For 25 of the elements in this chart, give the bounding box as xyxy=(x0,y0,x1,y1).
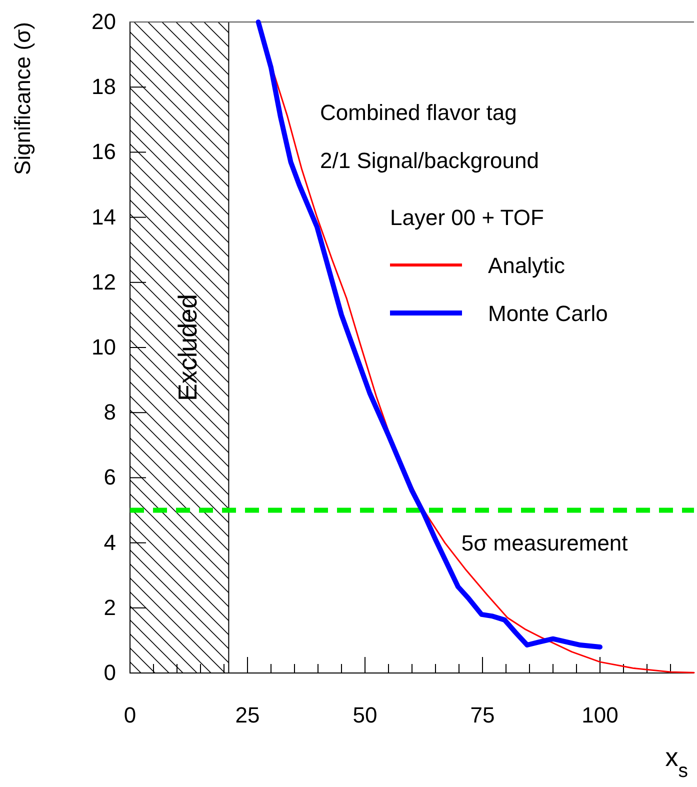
y-tick-label: 0 xyxy=(104,660,116,686)
y-tick-label: 4 xyxy=(104,530,116,555)
x-tick-label: 100 xyxy=(582,702,618,728)
y-tick-label: 10 xyxy=(92,334,116,360)
band-label: Excluded xyxy=(172,294,202,401)
x-axis-title: x$_{s}$ xyxy=(665,742,688,782)
x-tick-label: 0 xyxy=(124,702,136,728)
annotation: 2/1 Signal/background xyxy=(320,148,539,173)
y-tick-label: 8 xyxy=(104,400,116,425)
x-tick-label: 75 xyxy=(470,702,495,728)
legend-label: Analytic xyxy=(488,253,566,278)
ref-line-label: 5σ measurement xyxy=(461,530,628,556)
y-tick-label: 14 xyxy=(92,204,116,230)
y-tick-label: 18 xyxy=(92,74,116,100)
x-tick-label: 50 xyxy=(352,702,378,728)
y-tick-label: 20 xyxy=(92,9,116,34)
y-tick-label: 6 xyxy=(104,464,116,490)
y-axis-title: Significance (σ) xyxy=(10,22,35,175)
y-tick-label: 2 xyxy=(104,594,116,620)
x-tick-label: 25 xyxy=(235,702,260,728)
legend-label: Monte Carlo xyxy=(488,301,608,326)
legend-title: Layer 00 + TOF xyxy=(390,205,544,230)
y-tick-label: 16 xyxy=(92,139,116,164)
annotation: Combined flavor tag xyxy=(320,100,517,125)
y-tick-label: 12 xyxy=(92,269,116,294)
